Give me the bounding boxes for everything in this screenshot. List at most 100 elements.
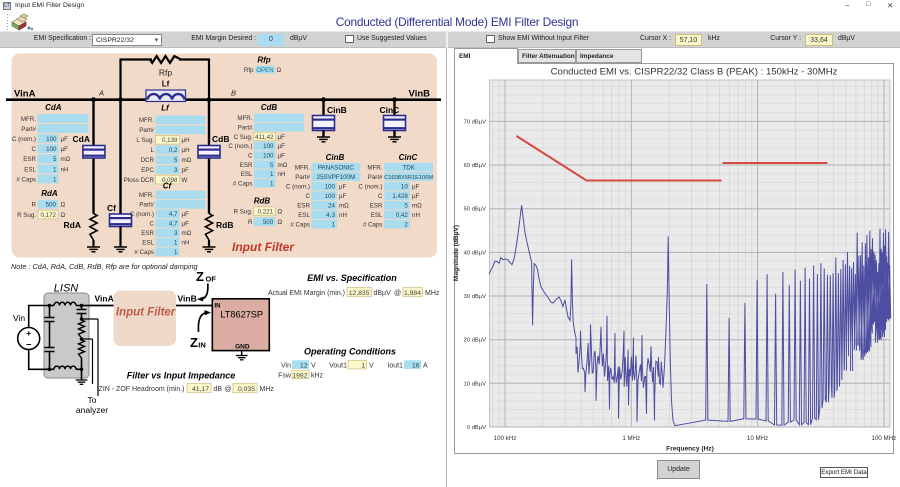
svg-text:# Caps: # Caps [290, 221, 310, 228]
svg-text:L Sug.: L Sug. [136, 137, 154, 144]
svg-text:CinC: CinC [399, 153, 418, 162]
svg-text:EMI vs. Specification: EMI vs. Specification [307, 273, 397, 283]
svg-text:24: 24 [328, 202, 335, 209]
svg-text:IN: IN [215, 304, 221, 310]
svg-text:ESL: ESL [142, 240, 154, 247]
svg-text:CinB: CinB [326, 153, 345, 162]
svg-text:12: 12 [300, 363, 308, 370]
svg-text:1: 1 [174, 240, 178, 247]
svg-text:CdA: CdA [73, 134, 90, 144]
svg-text:1: 1 [53, 176, 57, 183]
svg-text:ESL: ESL [298, 212, 310, 219]
svg-text:−: − [26, 340, 31, 350]
svg-text:ESR: ESR [141, 230, 154, 237]
svg-text:Magnitude (dBµV): Magnitude (dBµV) [453, 225, 460, 281]
svg-text:C: C [306, 193, 311, 200]
svg-text:100 MHz: 100 MHz [872, 435, 897, 442]
svg-text:4,7: 4,7 [169, 211, 178, 218]
svg-text:1982: 1982 [292, 372, 307, 379]
svg-text:0,035: 0,035 [238, 386, 255, 393]
svg-text:5: 5 [270, 162, 274, 169]
svg-text:41,17: 41,17 [192, 386, 209, 393]
svg-text:GND: GND [235, 343, 250, 350]
svg-text:RdA: RdA [64, 220, 81, 230]
svg-text:ESR: ESR [297, 202, 310, 209]
svg-text:µF: µF [61, 136, 69, 143]
svg-text:Lf: Lf [162, 80, 170, 89]
svg-text:C: C [150, 221, 155, 228]
svg-text:OF: OF [206, 275, 217, 284]
svg-text:ESR: ESR [23, 156, 36, 163]
svg-text:+: + [26, 328, 31, 338]
svg-text:3: 3 [174, 167, 178, 174]
svg-text:mΩ: mΩ [61, 156, 71, 163]
svg-text:ESR: ESR [370, 202, 383, 209]
svg-text:mΩ: mΩ [278, 162, 288, 169]
svg-text:MHz: MHz [260, 386, 275, 393]
svg-text:dBµV: dBµV [374, 290, 392, 297]
svg-text:DCR: DCR [141, 157, 155, 164]
svg-text:411,42: 411,42 [255, 134, 274, 141]
svg-text:mΩ: mΩ [339, 202, 349, 209]
svg-text:C: C [248, 153, 253, 160]
svg-text:µF: µF [339, 193, 347, 200]
svg-text:0,42: 0,42 [396, 212, 409, 219]
svg-text:Part#: Part# [368, 174, 383, 181]
svg-text:Ω: Ω [61, 202, 66, 209]
svg-text:C: C [32, 146, 37, 153]
svg-text:C (nom.): C (nom.) [228, 143, 252, 150]
svg-text:µF: µF [61, 146, 69, 153]
svg-text:nH: nH [182, 240, 190, 247]
svg-text:nH: nH [61, 166, 69, 173]
svg-text:Part#: Part# [295, 174, 310, 181]
svg-text:MFR.: MFR. [21, 116, 36, 123]
svg-text:1: 1 [270, 181, 274, 188]
svg-text:Part#: Part# [21, 126, 36, 133]
svg-text:CdB: CdB [212, 134, 229, 144]
svg-text:Z: Z [190, 335, 198, 350]
svg-text:mΩ: mΩ [412, 202, 422, 209]
svg-text:20 dBµV: 20 dBµV [464, 338, 486, 344]
svg-text:ESL: ESL [371, 212, 383, 219]
svg-text:µF: µF [278, 153, 286, 160]
svg-text:LISN: LISN [54, 283, 79, 295]
svg-text:Cf: Cf [107, 203, 116, 213]
svg-text:EPC: EPC [141, 167, 154, 174]
svg-text:# Caps: # Caps [134, 249, 154, 256]
svg-text:µF: µF [182, 211, 190, 218]
svg-text:100: 100 [263, 143, 274, 150]
svg-text:VinB: VinB [409, 89, 431, 100]
svg-text:Ω: Ω [277, 67, 282, 74]
svg-text:# Caps: # Caps [233, 181, 253, 188]
svg-text:Note : CdA, RdA, CdB, RdB, Rfp: Note : CdA, RdA, CdB, RdB, Rfp are for o… [11, 262, 198, 271]
svg-text:VinA: VinA [14, 89, 36, 100]
svg-text:10: 10 [401, 183, 408, 190]
svg-text:PANASONIC: PANASONIC [318, 164, 355, 171]
svg-text:0,098: 0,098 [162, 177, 178, 184]
svg-text:Ω: Ω [278, 219, 283, 226]
svg-text:kHz: kHz [311, 372, 324, 379]
svg-text:10 MHz: 10 MHz [747, 435, 768, 442]
svg-text:A: A [423, 363, 428, 370]
svg-text:100: 100 [46, 136, 57, 143]
svg-text:CinB: CinB [327, 105, 347, 115]
svg-text:# Caps: # Caps [363, 221, 383, 228]
svg-text:1,428: 1,428 [392, 193, 408, 200]
svg-text:C (nom.): C (nom.) [358, 183, 382, 190]
svg-text:mΩ: mΩ [182, 230, 192, 237]
svg-text:Vout1: Vout1 [329, 363, 347, 370]
svg-text:0,2: 0,2 [169, 147, 178, 154]
svg-text:25SVPF100M: 25SVPF100M [317, 174, 356, 181]
svg-text:4,3: 4,3 [326, 212, 335, 219]
svg-text:Rfp: Rfp [257, 56, 270, 65]
svg-text:0,172: 0,172 [41, 212, 57, 219]
svg-text:5: 5 [53, 156, 57, 163]
svg-text:Part#: Part# [139, 127, 154, 134]
svg-text:To: To [88, 395, 97, 405]
svg-text:Iout1: Iout1 [387, 363, 403, 370]
svg-text:nH: nH [339, 212, 347, 219]
svg-text:µF: µF [278, 134, 286, 141]
svg-text:MFR.: MFR. [295, 164, 310, 171]
svg-text:5: 5 [174, 157, 178, 164]
svg-text:B: B [231, 89, 236, 98]
